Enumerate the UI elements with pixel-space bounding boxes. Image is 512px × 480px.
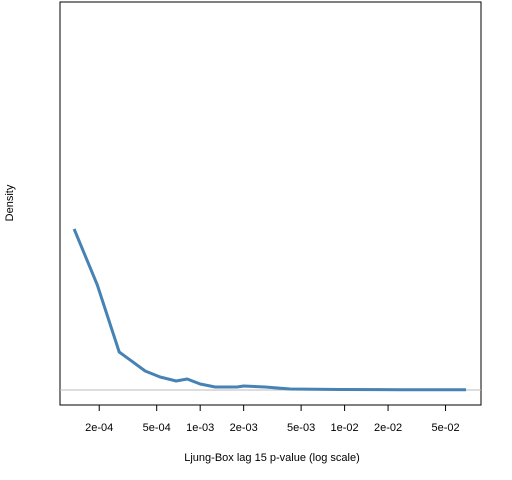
x-axis-label: Ljung-Box lag 15 p-value (log scale) (184, 452, 360, 464)
x-tick-label: 1e-02 (331, 422, 359, 434)
x-tick-label: 2e-04 (85, 422, 113, 434)
x-tick-label: 5e-04 (143, 422, 171, 434)
x-tick-label: 1e-03 (186, 422, 214, 434)
x-tick-label: 5e-03 (287, 422, 315, 434)
x-tick-label: 2e-02 (374, 422, 402, 434)
x-tick-label: 5e-02 (431, 422, 459, 434)
y-axis-label: Density (4, 184, 16, 221)
density-line (72, 228, 467, 392)
x-tick-label: 2e-03 (230, 422, 258, 434)
plot-frame (59, 1, 482, 406)
